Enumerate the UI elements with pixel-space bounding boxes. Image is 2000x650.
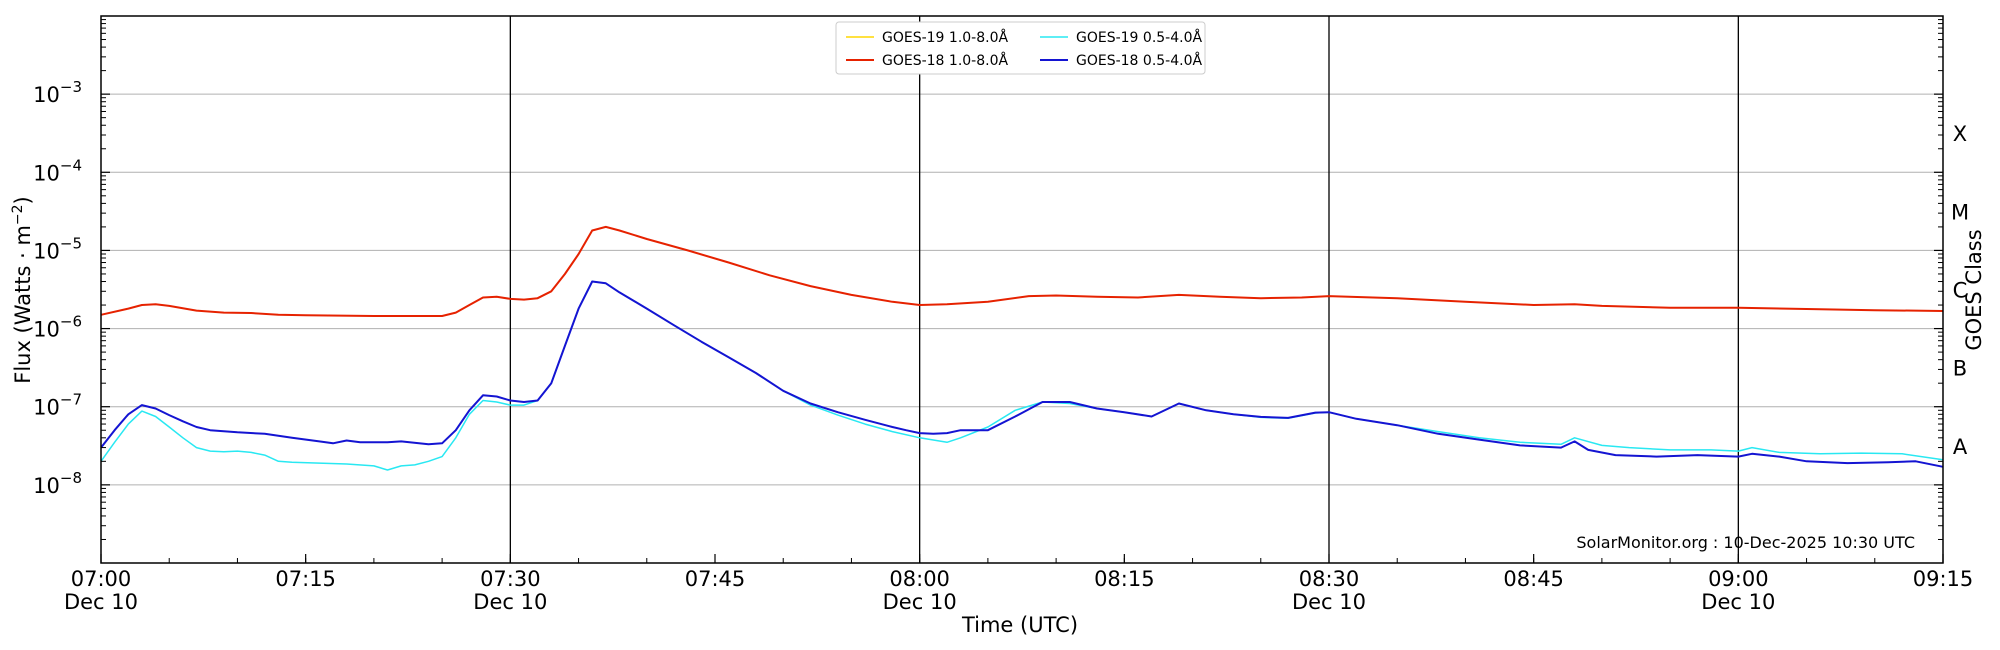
gridlines [101,93,1943,486]
x-tick-date: Dec 10 [1292,590,1366,614]
x-tick-date: Dec 10 [883,590,957,614]
x-tick-label: 08:30 [1299,567,1360,591]
x-axis-title: Time (UTC) [961,613,1078,637]
x-tick-label: 08:15 [1094,567,1155,591]
goes-class-label: C [1953,279,1968,303]
y-tick-label: 10−5 [33,234,82,263]
x-tick-label: 09:00 [1708,567,1769,591]
x-tick-label: 07:00 [71,567,132,591]
goes-class-label: B [1953,357,1967,381]
x-tick-label: 08:00 [889,567,950,591]
plot-frame [100,15,1944,564]
goes-class-label: M [1951,200,1969,224]
y-tick-label: 10−7 [33,391,82,420]
y-tick-label: 10−8 [33,469,82,498]
y-tick-label: 10−4 [33,156,82,185]
x-tick-label: 07:15 [275,567,336,591]
series-line [100,280,1944,468]
legend: GOES-19 1.0-8.0Å GOES-18 1.0-8.0Å GOES-19 … [835,21,1206,75]
legend-label: GOES-19 0.5-4.0Å [1076,29,1202,46]
series-line [100,225,1944,317]
legend-frame [835,21,1206,75]
x-tick-label: 07:30 [480,567,541,591]
y-axis-title: Flux (Watts · m−2) [10,196,35,384]
series-lines [100,225,1944,471]
day-markers [509,16,1739,563]
legend-label: GOES-18 0.5-4.0Å [1076,52,1202,69]
x-tick-label: 09:15 [1913,567,1974,591]
y-tick-label: 10−6 [33,313,82,342]
legend-label: GOES-18 1.0-8.0Å [882,52,1008,69]
goes-class-title: GOES Class [1962,229,1986,350]
legend-label: GOES-19 1.0-8.0Å [882,29,1008,46]
goes-class-label: X [1953,122,1967,146]
x-tick-label: 07:45 [685,567,746,591]
x-tick-date: Dec 10 [64,590,138,614]
x-tick-date: Dec 10 [473,590,547,614]
goes-class-axis: A B C M X [1951,122,1969,459]
goes-class-label: A [1953,435,1968,459]
x-tick-date: Dec 10 [1701,590,1775,614]
x-tick-label: 08:45 [1503,567,1564,591]
y-tick-label: 10−3 [33,78,82,107]
watermark: SolarMonitor.org : 10-Dec-2025 10:30 UTC [1576,533,1915,552]
y-axis: 10−8 10−7 10−6 10−5 10−4 10−3 [33,19,1943,540]
